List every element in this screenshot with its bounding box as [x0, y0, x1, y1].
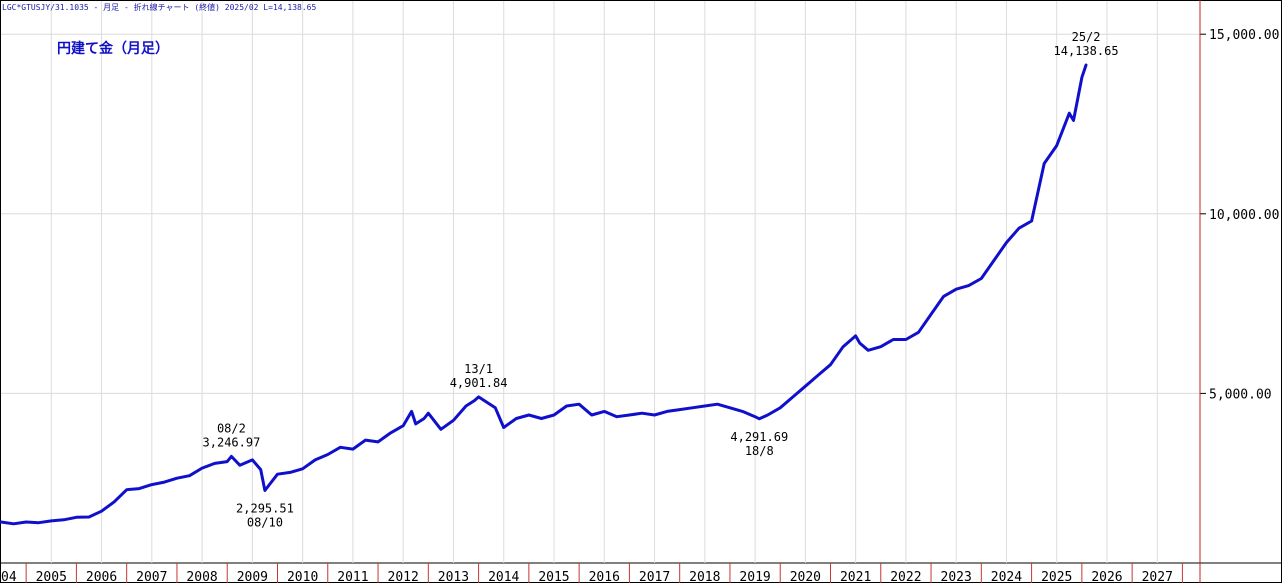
y-tick-label: 15,000.00 [1209, 28, 1279, 43]
x-tick-label: 2016 [589, 570, 620, 583]
x-tick-label: 2014 [488, 570, 519, 583]
x-tick-label: 2011 [337, 570, 368, 583]
x-tick-label: 2007 [136, 570, 167, 583]
x-tick-label: 2009 [237, 570, 268, 583]
y-tick-label: 5,000.00 [1209, 387, 1272, 402]
x-tick-label: 2024 [991, 570, 1022, 583]
x-tick-label: 2026 [1091, 570, 1122, 583]
x-tick-label: 2027 [1142, 570, 1173, 583]
annotation-value: 3,246.97 [203, 435, 261, 449]
x-tick-label: 2025 [1041, 570, 1072, 583]
price-line [0, 63, 1088, 526]
x-tick-label: 2017 [639, 570, 670, 583]
x-tick-label: 2006 [86, 570, 117, 583]
x-tick-label: 2020 [790, 570, 821, 583]
y-tick-label: 10,000.00 [1209, 208, 1279, 223]
annotation-value: 18/8 [745, 444, 774, 458]
annotation-label: 08/2 [217, 421, 246, 435]
annotation-value: 4,901.84 [450, 376, 508, 390]
x-tick-label: 2019 [739, 570, 770, 583]
x-tick-label: 2022 [890, 570, 921, 583]
x-tick-label: 2004 [0, 570, 17, 583]
x-tick-label: 2012 [388, 570, 419, 583]
chart-header-text: LGC*GTUSJY/31.1035 - 月足 - 折れ線チャート (終値) 2… [2, 3, 317, 12]
annotation-value: 14,138.65 [1054, 44, 1119, 58]
x-tick-label: 2010 [287, 570, 318, 583]
annotation-label: 25/2 [1072, 30, 1101, 44]
chart-title: 円建て金（月足） [57, 41, 169, 57]
annotation-value: 08/10 [247, 516, 283, 530]
x-tick-label: 2005 [36, 570, 67, 583]
x-tick-label: 2015 [538, 570, 569, 583]
x-tick-label: 2021 [840, 570, 871, 583]
x-tick-label: 2008 [186, 570, 217, 583]
annotation-label: 4,291.69 [730, 430, 788, 444]
x-tick-label: 2023 [941, 570, 972, 583]
annotation-label: 13/1 [464, 362, 493, 376]
annotation-label: 2,295.51 [236, 502, 294, 516]
x-tick-label: 2013 [438, 570, 469, 583]
x-tick-label: 2018 [689, 570, 720, 583]
